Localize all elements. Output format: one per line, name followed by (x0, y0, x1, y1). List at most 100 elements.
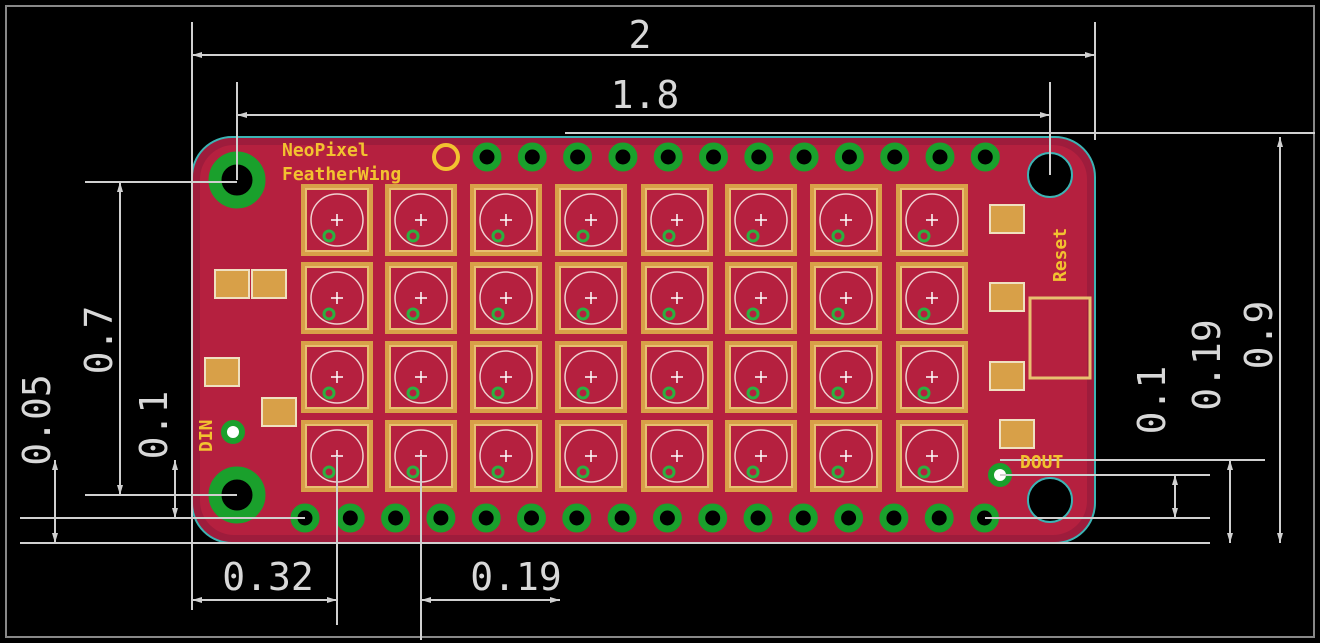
led-lens (905, 193, 959, 247)
smd-part (999, 419, 1035, 449)
via (746, 307, 760, 321)
led-lens (650, 429, 704, 483)
led-center (500, 292, 512, 304)
led-lens (819, 271, 873, 325)
led-lens (479, 429, 533, 483)
led-lens (310, 271, 364, 325)
via (576, 229, 590, 243)
led-lens (819, 350, 873, 404)
via (746, 465, 760, 479)
mounting-hole (1027, 477, 1073, 523)
header-pin (698, 503, 728, 533)
header-pin (562, 503, 592, 533)
led-lens (564, 350, 618, 404)
via (662, 465, 676, 479)
led-lens (734, 271, 788, 325)
via (406, 307, 420, 321)
via (322, 386, 336, 400)
via (662, 307, 676, 321)
led-lens (564, 271, 618, 325)
smd-part (989, 204, 1025, 234)
via (831, 465, 845, 479)
led-center (671, 371, 683, 383)
reset-label: Reset (1050, 228, 1071, 282)
led-center (926, 450, 938, 462)
via (491, 386, 505, 400)
board (191, 136, 1096, 544)
via (576, 386, 590, 400)
led-body (814, 188, 878, 252)
led-lens (394, 350, 448, 404)
led-center (585, 214, 597, 226)
led-lens (734, 350, 788, 404)
header-pin (743, 503, 773, 533)
dimension-label: 0.32 (222, 555, 314, 599)
smd-part (251, 269, 287, 299)
led-center (500, 214, 512, 226)
header-pin (970, 142, 1000, 172)
led-lens (650, 350, 704, 404)
header-pin (834, 503, 864, 533)
led-center (415, 292, 427, 304)
dimension-lines (20, 22, 1315, 640)
led-center (415, 214, 427, 226)
header-pin (563, 142, 593, 172)
led-center (671, 292, 683, 304)
din-label: DIN (196, 419, 217, 452)
smd-part (261, 397, 297, 427)
led-lens (734, 429, 788, 483)
via (662, 229, 676, 243)
dimension-label: 0.9 (1237, 301, 1281, 370)
led-body (559, 266, 623, 330)
dimension-label: 0.1 (1130, 366, 1174, 435)
led-lens (479, 350, 533, 404)
pad-din (221, 420, 245, 444)
reset-button (1028, 296, 1092, 380)
via (576, 465, 590, 479)
dimension-label: 1.8 (611, 73, 680, 117)
led-center (840, 292, 852, 304)
via (831, 229, 845, 243)
header-pin (834, 142, 864, 172)
dimension-label: 0.1 (132, 391, 176, 460)
led-center (500, 450, 512, 462)
led-lens (310, 350, 364, 404)
led-lens (905, 350, 959, 404)
header-pin (925, 142, 955, 172)
via (662, 386, 676, 400)
via (322, 229, 336, 243)
dimension-label: 2 (629, 13, 652, 57)
fiducial (432, 143, 460, 171)
via (406, 465, 420, 479)
led-center (755, 214, 767, 226)
via (831, 307, 845, 321)
header-pin (607, 503, 637, 533)
via (491, 229, 505, 243)
led-center (755, 371, 767, 383)
led-lens (650, 271, 704, 325)
header-pin (381, 503, 411, 533)
header-pin (789, 142, 819, 172)
led-lens (394, 271, 448, 325)
dout-label: DOUT (1020, 452, 1064, 473)
via (576, 307, 590, 321)
led-center (415, 371, 427, 383)
led-center (840, 450, 852, 462)
via (917, 229, 931, 243)
header-pin (335, 503, 365, 533)
header-pin (426, 503, 456, 533)
header-pin (652, 503, 682, 533)
led-lens (394, 193, 448, 247)
via (831, 386, 845, 400)
via (406, 386, 420, 400)
led-center (331, 214, 343, 226)
led-lens (650, 193, 704, 247)
header-pin (744, 142, 774, 172)
header-pin (879, 503, 909, 533)
board-title: NeoPixel (282, 140, 369, 161)
header-pin (608, 142, 638, 172)
smd-part (989, 282, 1025, 312)
header-pin (788, 503, 818, 533)
led-center (585, 371, 597, 383)
